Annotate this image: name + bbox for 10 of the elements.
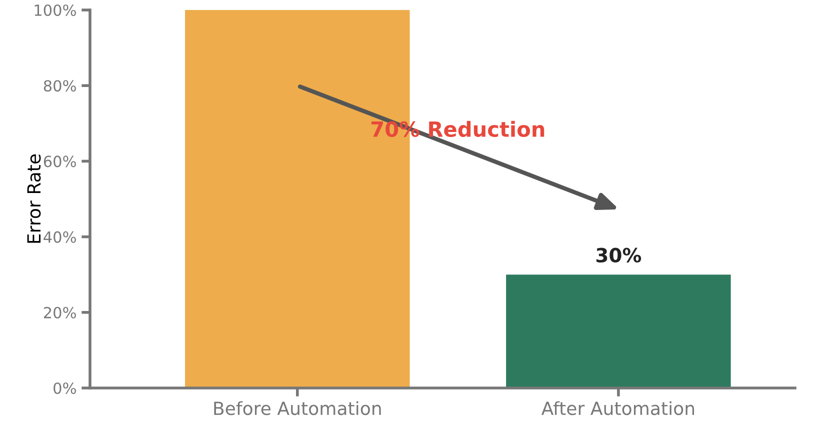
y-tick-label: 80% — [44, 80, 76, 92]
data-label: 30% — [596, 248, 642, 262]
x-tick-label: Before Automation — [214, 401, 381, 416]
y-tick-label: 40% — [44, 231, 76, 243]
y-tick-label: 60% — [44, 156, 76, 168]
y-tick-label: 0% — [54, 382, 76, 394]
y-tick-label: 100% — [34, 4, 76, 16]
y-axis-title: Error Rate — [27, 154, 41, 243]
x-tick-label: After Automation — [541, 401, 694, 416]
y-tick-label: 20% — [44, 306, 76, 318]
